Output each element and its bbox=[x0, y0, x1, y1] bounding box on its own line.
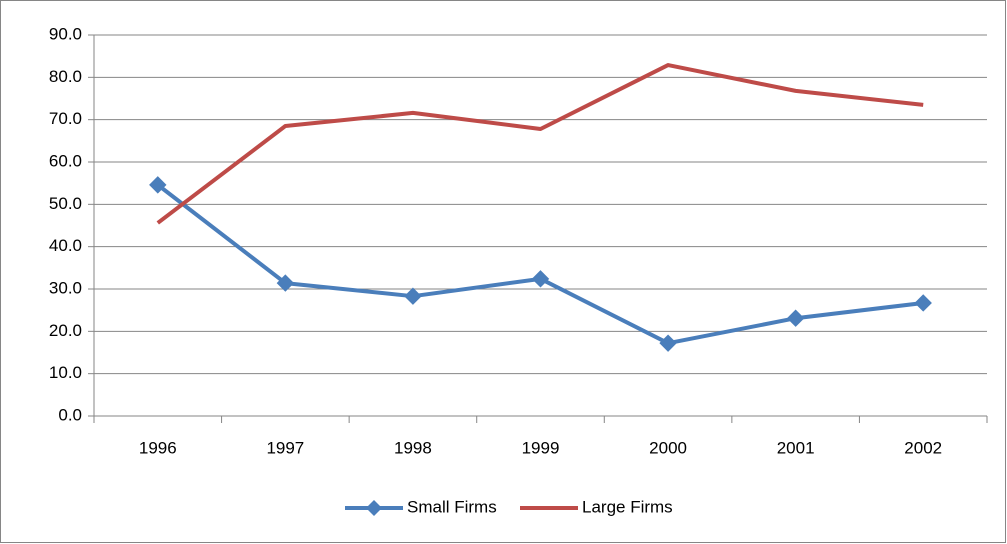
point-marker bbox=[276, 274, 295, 292]
y-tick-label: 10.0 bbox=[49, 363, 82, 382]
y-tick-label: 40.0 bbox=[49, 236, 82, 255]
y-tick-label: 20.0 bbox=[49, 321, 82, 340]
series-line bbox=[156, 63, 924, 225]
point-marker bbox=[531, 270, 550, 288]
y-tick-label: 50.0 bbox=[49, 194, 82, 213]
y-tick-label: 70.0 bbox=[49, 109, 82, 128]
point-marker bbox=[404, 287, 422, 305]
legend-marker bbox=[366, 500, 382, 516]
y-tick-label: 90.0 bbox=[49, 24, 82, 43]
y-tick-label: 0.0 bbox=[58, 405, 82, 424]
legend-label: Large Firms bbox=[582, 497, 673, 516]
y-tick-label: 30.0 bbox=[49, 278, 82, 297]
x-tick-label: 1996 bbox=[139, 438, 177, 457]
point-marker bbox=[786, 309, 805, 327]
x-tick-label: 1997 bbox=[266, 438, 304, 457]
x-tick-label: 2001 bbox=[777, 438, 815, 457]
point-marker bbox=[914, 294, 932, 312]
x-tick-label: 2002 bbox=[904, 438, 942, 457]
point-marker bbox=[149, 176, 167, 194]
point-marker bbox=[659, 334, 677, 352]
legend-label: Small Firms bbox=[407, 497, 497, 516]
y-tick-label: 80.0 bbox=[49, 67, 82, 86]
x-tick-label: 2000 bbox=[649, 438, 687, 457]
x-tick-label: 1999 bbox=[522, 438, 560, 457]
y-tick-label: 60.0 bbox=[49, 151, 82, 170]
x-tick-label: 1998 bbox=[394, 438, 432, 457]
